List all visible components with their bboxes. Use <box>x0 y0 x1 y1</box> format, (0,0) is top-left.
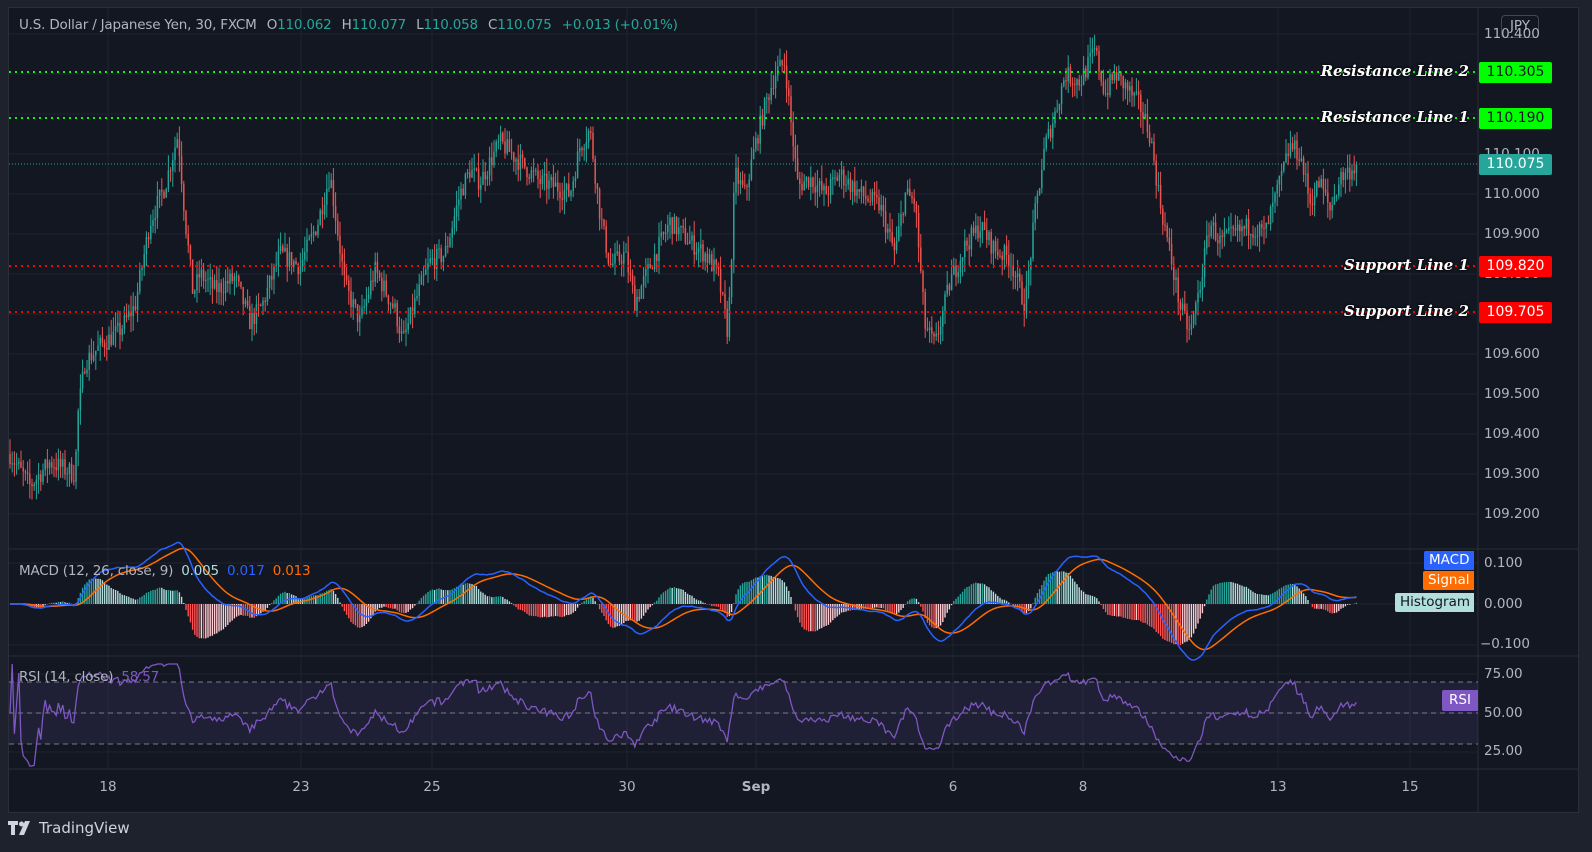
symbol-title: U.S. Dollar / Japanese Yen, 30, FXCM <box>19 17 257 33</box>
close-label: C <box>488 17 498 33</box>
rsi-tick: 25.00 <box>1484 743 1523 759</box>
change-value: +0.013 (+0.01%) <box>561 17 678 33</box>
line-label: Support Line 1 <box>1343 256 1469 274</box>
macd-tick: 0.100 <box>1484 555 1523 571</box>
symbol-legend[interactable]: U.S. Dollar / Japanese Yen, 30, FXCM O11… <box>19 17 678 33</box>
time-label: 30 <box>618 779 636 795</box>
line-price-tag: 109.705 <box>1479 302 1552 323</box>
macd-tick: −0.100 <box>1480 636 1530 652</box>
time-label: 13 <box>1269 779 1287 795</box>
high-label: H <box>341 17 352 33</box>
currency-button[interactable]: JPY <box>1501 15 1539 38</box>
low-value: 110.058 <box>423 17 478 33</box>
price-tick: 109.200 <box>1484 506 1540 522</box>
rsi-title: RSI (14, close) <box>19 669 114 685</box>
time-label: Sep <box>741 779 771 795</box>
price-tick: 109.500 <box>1484 386 1540 402</box>
rsi-tick: 50.00 <box>1484 705 1523 721</box>
line-label: Resistance Line 1 <box>1320 108 1469 126</box>
price-tick: 110.000 <box>1484 186 1540 202</box>
time-label: 15 <box>1401 779 1419 795</box>
macd-line-value: 0.017 <box>227 563 265 579</box>
macd-title: MACD (12, 26, close, 9) <box>19 563 174 579</box>
price-tick: 109.300 <box>1484 466 1540 482</box>
macd-histogram-value: 0.005 <box>181 563 219 579</box>
rsi-tick: 75.00 <box>1484 666 1523 682</box>
macd-signal-value: 0.013 <box>272 563 311 579</box>
macd-tick: 0.000 <box>1484 596 1523 612</box>
macd-pill: MACD <box>1424 551 1474 570</box>
tradingview-logo[interactable]: TradingView <box>8 816 130 840</box>
price-tick: 109.600 <box>1484 346 1540 362</box>
line-price-tag: 110.305 <box>1479 62 1552 83</box>
line-label: Resistance Line 2 <box>1320 62 1469 80</box>
open-label: O <box>266 17 278 33</box>
time-label: 23 <box>292 779 310 795</box>
tradingview-name: TradingView <box>39 819 130 837</box>
open-value: 110.062 <box>277 17 332 33</box>
histogram-pill: Histogram <box>1395 593 1474 612</box>
close-value: 110.075 <box>497 17 552 33</box>
low-label: L <box>416 17 424 33</box>
line-label: Support Line 2 <box>1343 302 1469 320</box>
time-label: 6 <box>948 779 958 795</box>
rsi-pill: RSI <box>1442 690 1478 711</box>
price-tick: 110.400 <box>1484 26 1540 42</box>
rsi-legend[interactable]: RSI (14, close) 58.57 <box>19 669 159 685</box>
time-label: 8 <box>1078 779 1088 795</box>
line-price-tag: 109.820 <box>1479 256 1552 277</box>
price-tick: 109.900 <box>1484 226 1540 242</box>
line-price-tag: 110.190 <box>1479 108 1552 129</box>
high-value: 110.077 <box>351 17 407 33</box>
top-strip <box>0 0 1592 7</box>
rsi-value: 58.57 <box>121 669 160 685</box>
price-tick: 109.400 <box>1484 426 1540 442</box>
macd-legend[interactable]: MACD (12, 26, close, 9) 0.005 0.017 0.01… <box>19 563 311 579</box>
tradingview-logo-icon <box>8 821 30 835</box>
current-price-tag: 110.075 <box>1479 154 1552 175</box>
time-label: 25 <box>423 779 441 795</box>
signal-pill: Signal <box>1423 571 1474 590</box>
time-label: 18 <box>99 779 117 795</box>
